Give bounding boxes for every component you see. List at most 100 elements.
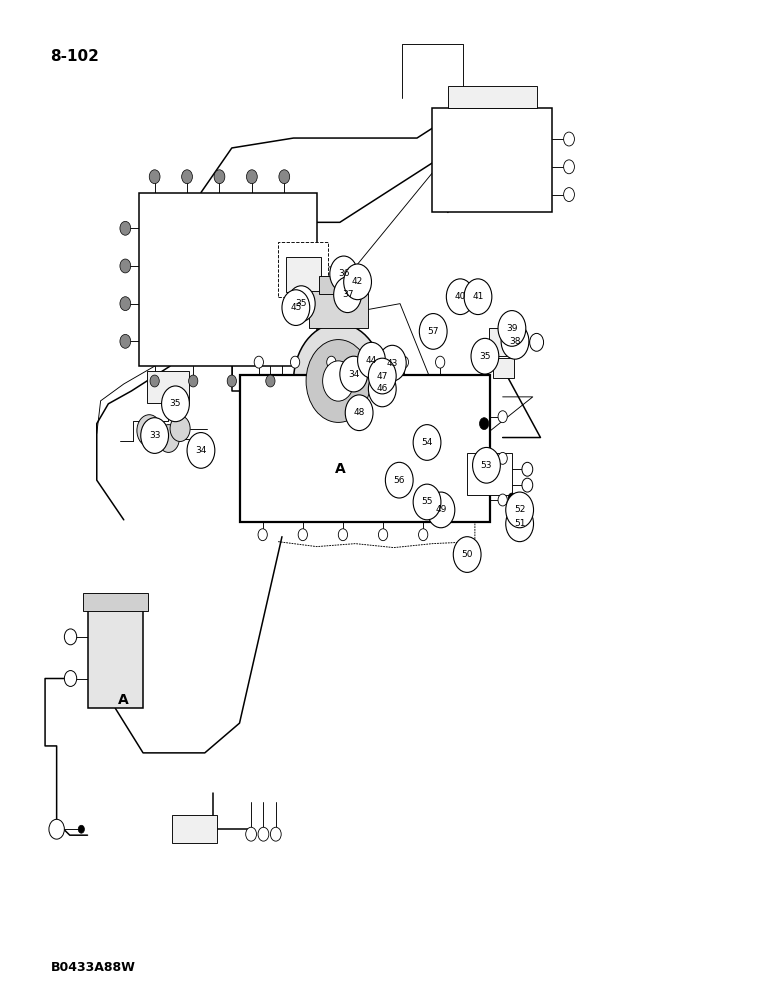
Circle shape xyxy=(501,323,529,359)
Circle shape xyxy=(246,827,257,841)
Text: B0433A88W: B0433A88W xyxy=(51,961,136,974)
Text: 41: 41 xyxy=(472,292,484,301)
Circle shape xyxy=(471,338,498,374)
Text: 35: 35 xyxy=(479,352,491,361)
Circle shape xyxy=(564,132,574,146)
Circle shape xyxy=(420,314,447,349)
Circle shape xyxy=(498,311,526,346)
Text: 51: 51 xyxy=(514,519,526,528)
Text: 46: 46 xyxy=(377,384,388,393)
Circle shape xyxy=(214,170,225,184)
Circle shape xyxy=(287,286,315,322)
Circle shape xyxy=(508,493,516,503)
Text: 8-102: 8-102 xyxy=(51,49,99,64)
Circle shape xyxy=(271,827,282,841)
Circle shape xyxy=(498,411,507,423)
Circle shape xyxy=(427,492,455,528)
Circle shape xyxy=(564,160,574,174)
Bar xyxy=(319,276,357,294)
Circle shape xyxy=(413,425,441,460)
Circle shape xyxy=(473,447,500,483)
Circle shape xyxy=(258,827,269,841)
Bar xyxy=(309,291,367,328)
Circle shape xyxy=(258,529,268,541)
Circle shape xyxy=(170,416,190,441)
Text: 55: 55 xyxy=(421,497,433,506)
Circle shape xyxy=(453,537,481,572)
Circle shape xyxy=(149,170,160,184)
Circle shape xyxy=(254,356,264,368)
Bar xyxy=(83,593,147,611)
Circle shape xyxy=(49,819,65,839)
Circle shape xyxy=(340,356,367,392)
Circle shape xyxy=(65,629,76,645)
Circle shape xyxy=(120,259,131,273)
Circle shape xyxy=(564,188,574,202)
Circle shape xyxy=(498,494,507,506)
Text: 35: 35 xyxy=(170,399,181,408)
Circle shape xyxy=(480,418,489,430)
Text: 44: 44 xyxy=(366,356,377,365)
Circle shape xyxy=(435,356,445,368)
Circle shape xyxy=(306,340,370,422)
Circle shape xyxy=(330,256,357,292)
Bar xyxy=(147,371,190,403)
Bar xyxy=(493,358,514,378)
Bar xyxy=(432,108,552,212)
Text: 53: 53 xyxy=(480,461,492,470)
Circle shape xyxy=(419,529,427,541)
Bar xyxy=(448,86,537,108)
Circle shape xyxy=(378,529,388,541)
Bar xyxy=(285,257,321,292)
Circle shape xyxy=(246,170,257,184)
Bar xyxy=(467,453,512,495)
Text: 45: 45 xyxy=(290,303,302,312)
Circle shape xyxy=(279,170,289,184)
Text: 33: 33 xyxy=(149,431,161,440)
Circle shape xyxy=(530,333,544,351)
Circle shape xyxy=(327,356,336,368)
Circle shape xyxy=(363,356,372,368)
Circle shape xyxy=(339,529,348,541)
Text: 34: 34 xyxy=(195,446,207,455)
Circle shape xyxy=(120,334,131,348)
Circle shape xyxy=(357,342,385,378)
Circle shape xyxy=(368,371,396,407)
Circle shape xyxy=(187,433,214,468)
Circle shape xyxy=(293,323,383,439)
Circle shape xyxy=(505,492,534,528)
Circle shape xyxy=(413,484,441,520)
Circle shape xyxy=(385,462,413,498)
Text: 35: 35 xyxy=(296,299,307,308)
Circle shape xyxy=(189,375,198,387)
Circle shape xyxy=(78,825,84,833)
Bar xyxy=(87,601,143,708)
Circle shape xyxy=(120,297,131,311)
Circle shape xyxy=(368,358,396,394)
Text: 38: 38 xyxy=(509,337,521,346)
Text: 37: 37 xyxy=(342,290,353,299)
Bar xyxy=(239,375,491,522)
Bar xyxy=(278,242,328,297)
Circle shape xyxy=(120,221,131,235)
Text: 42: 42 xyxy=(352,277,363,286)
Circle shape xyxy=(290,356,300,368)
Bar xyxy=(172,815,217,843)
Circle shape xyxy=(227,375,236,387)
Text: 36: 36 xyxy=(338,269,349,278)
Circle shape xyxy=(344,264,371,300)
Circle shape xyxy=(522,462,533,476)
Bar xyxy=(139,193,317,366)
Circle shape xyxy=(140,418,168,453)
Circle shape xyxy=(378,345,406,381)
Circle shape xyxy=(505,506,534,542)
Text: 50: 50 xyxy=(462,550,473,559)
Circle shape xyxy=(161,386,190,422)
Text: 48: 48 xyxy=(353,408,365,417)
Circle shape xyxy=(498,452,507,464)
Text: 40: 40 xyxy=(455,292,466,301)
Circle shape xyxy=(65,671,76,686)
Circle shape xyxy=(399,356,409,368)
Circle shape xyxy=(334,277,361,313)
Circle shape xyxy=(298,529,307,541)
